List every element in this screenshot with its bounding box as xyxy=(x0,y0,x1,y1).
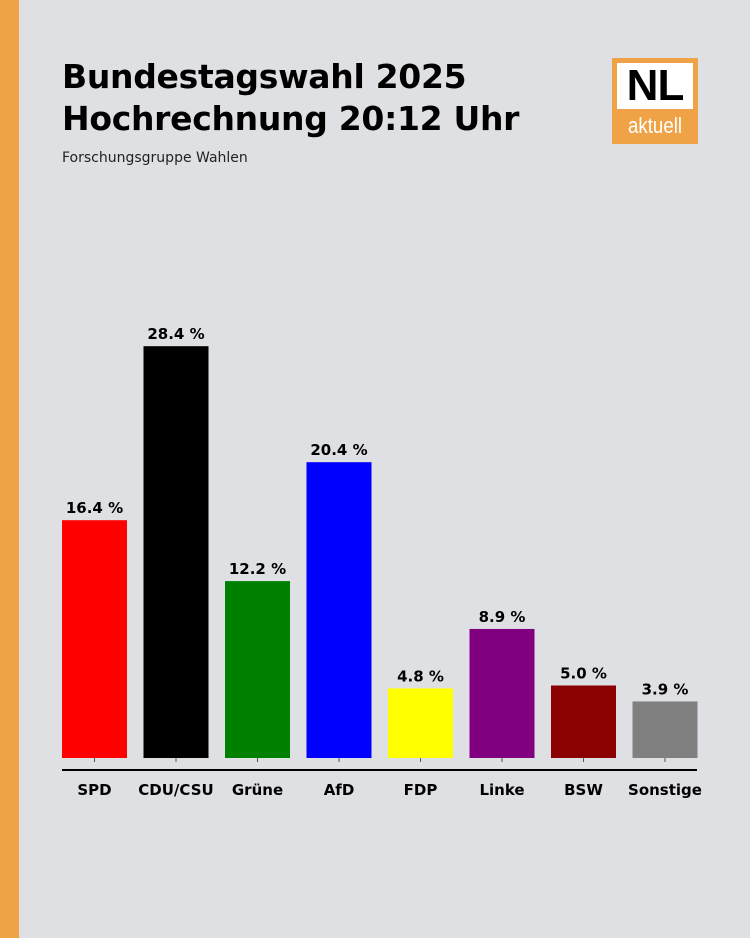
logo-top-text: NL xyxy=(617,63,693,109)
category-label-cdu-csu: CDU/CSU xyxy=(138,781,213,799)
value-label-sonstige: 3.9 % xyxy=(642,680,689,698)
value-label-cdu-csu: 28.4 % xyxy=(147,325,204,343)
category-label-gruene: Grüne xyxy=(232,781,283,799)
category-label-spd: SPD xyxy=(77,781,111,799)
category-label-sonstige: Sonstige xyxy=(628,781,702,799)
value-label-bsw: 5.0 % xyxy=(560,665,607,683)
value-label-fdp: 4.8 % xyxy=(397,667,444,685)
chart-title: Bundestagswahl 2025 Hochrechnung 20:12 U… xyxy=(62,56,519,140)
value-label-afd: 20.4 % xyxy=(310,441,367,459)
bar-spd xyxy=(62,520,127,758)
category-label-fdp: FDP xyxy=(404,781,438,799)
bar-gruene xyxy=(225,581,290,758)
bar-linke xyxy=(469,628,535,758)
chart-subtitle: Forschungsgruppe Wahlen xyxy=(62,150,248,166)
bar-sonstige xyxy=(632,701,698,758)
bar-afd xyxy=(306,462,372,758)
bar-fdp xyxy=(388,688,453,758)
bar-cdu-csu xyxy=(143,346,209,758)
value-label-linke: 8.9 % xyxy=(479,608,526,626)
accent-stripe xyxy=(0,0,19,938)
nl-aktuell-logo: NL aktuell xyxy=(612,58,698,144)
category-label-bsw: BSW xyxy=(564,781,603,799)
category-label-linke: Linke xyxy=(479,781,524,799)
logo-bottom-text: aktuell xyxy=(627,113,683,138)
bar-bsw xyxy=(551,685,616,758)
value-label-gruene: 12.2 % xyxy=(229,560,286,578)
title-line-2: Hochrechnung 20:12 Uhr xyxy=(62,99,520,138)
value-label-spd: 16.4 % xyxy=(66,499,123,517)
title-line-1: Bundestagswahl 2025 xyxy=(62,57,467,96)
category-label-afd: AfD xyxy=(324,781,355,799)
